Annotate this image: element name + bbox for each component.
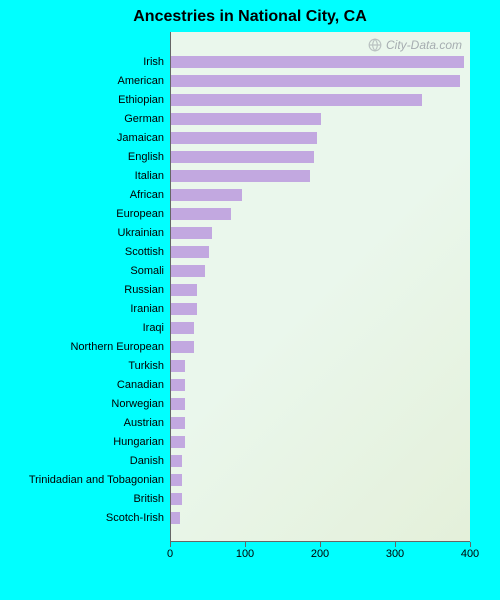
bar [171, 455, 182, 467]
y-axis-label: Russian [124, 284, 164, 296]
bar [171, 189, 242, 201]
y-axis-label: Scotch-Irish [106, 512, 164, 524]
y-axis-label: Turkish [128, 360, 164, 372]
x-tick [170, 542, 171, 547]
y-axis-label: Canadian [117, 379, 164, 391]
watermark: City-Data.com [368, 38, 462, 52]
bar [171, 341, 194, 353]
y-axis-label: Italian [135, 170, 164, 182]
y-axis-label: Iranian [130, 303, 164, 315]
bar [171, 398, 185, 410]
y-axis-label: British [133, 493, 164, 505]
bar [171, 132, 317, 144]
x-tick [395, 542, 396, 547]
y-axis-label: Irish [143, 56, 164, 68]
y-axis-label: Norwegian [111, 398, 164, 410]
y-axis-label: Jamaican [117, 132, 164, 144]
x-tick-label: 200 [311, 548, 329, 560]
globe-icon [368, 38, 382, 52]
bar [171, 151, 314, 163]
y-axis-label: Northern European [70, 341, 164, 353]
x-tick [245, 542, 246, 547]
bar [171, 94, 422, 106]
bar [171, 170, 310, 182]
bar [171, 493, 182, 505]
watermark-text: City-Data.com [386, 38, 462, 52]
y-axis-label: American [118, 75, 164, 87]
y-axis-label: Ukrainian [118, 227, 164, 239]
y-axis-label: Trinidadian and Tobagonian [29, 474, 164, 486]
bar [171, 75, 460, 87]
bar [171, 436, 185, 448]
bar [171, 246, 209, 258]
bar [171, 512, 180, 524]
bar [171, 56, 464, 68]
y-axis-label: Austrian [124, 417, 164, 429]
y-axis-label: African [130, 189, 164, 201]
x-tick-label: 0 [167, 548, 173, 560]
y-axis-label: Hungarian [113, 436, 164, 448]
y-axis-label: Somali [130, 265, 164, 277]
bar [171, 227, 212, 239]
bar [171, 474, 182, 486]
y-axis-label: European [116, 208, 164, 220]
bar [171, 360, 185, 372]
bar [171, 303, 197, 315]
bar [171, 322, 194, 334]
y-axis-label: Scottish [125, 246, 164, 258]
chart-title: Ancestries in National City, CA [0, 0, 500, 32]
bar [171, 208, 231, 220]
bar [171, 379, 185, 391]
y-axis-label: English [128, 151, 164, 163]
y-axis-label: Iraqi [143, 322, 164, 334]
bar [171, 284, 197, 296]
plot-area: City-Data.com [170, 32, 470, 542]
bar [171, 265, 205, 277]
y-axis-label: Ethiopian [118, 94, 164, 106]
y-axis-label: German [124, 113, 164, 125]
x-tick [470, 542, 471, 547]
chart-container: City-Data.com Irish American Ethiopian Germ… [10, 32, 490, 572]
bar [171, 113, 321, 125]
x-tick-label: 100 [236, 548, 254, 560]
y-axis-label: Danish [130, 455, 164, 467]
x-tick-label: 400 [461, 548, 479, 560]
x-tick [320, 542, 321, 547]
bar [171, 417, 185, 429]
x-tick-label: 300 [386, 548, 404, 560]
